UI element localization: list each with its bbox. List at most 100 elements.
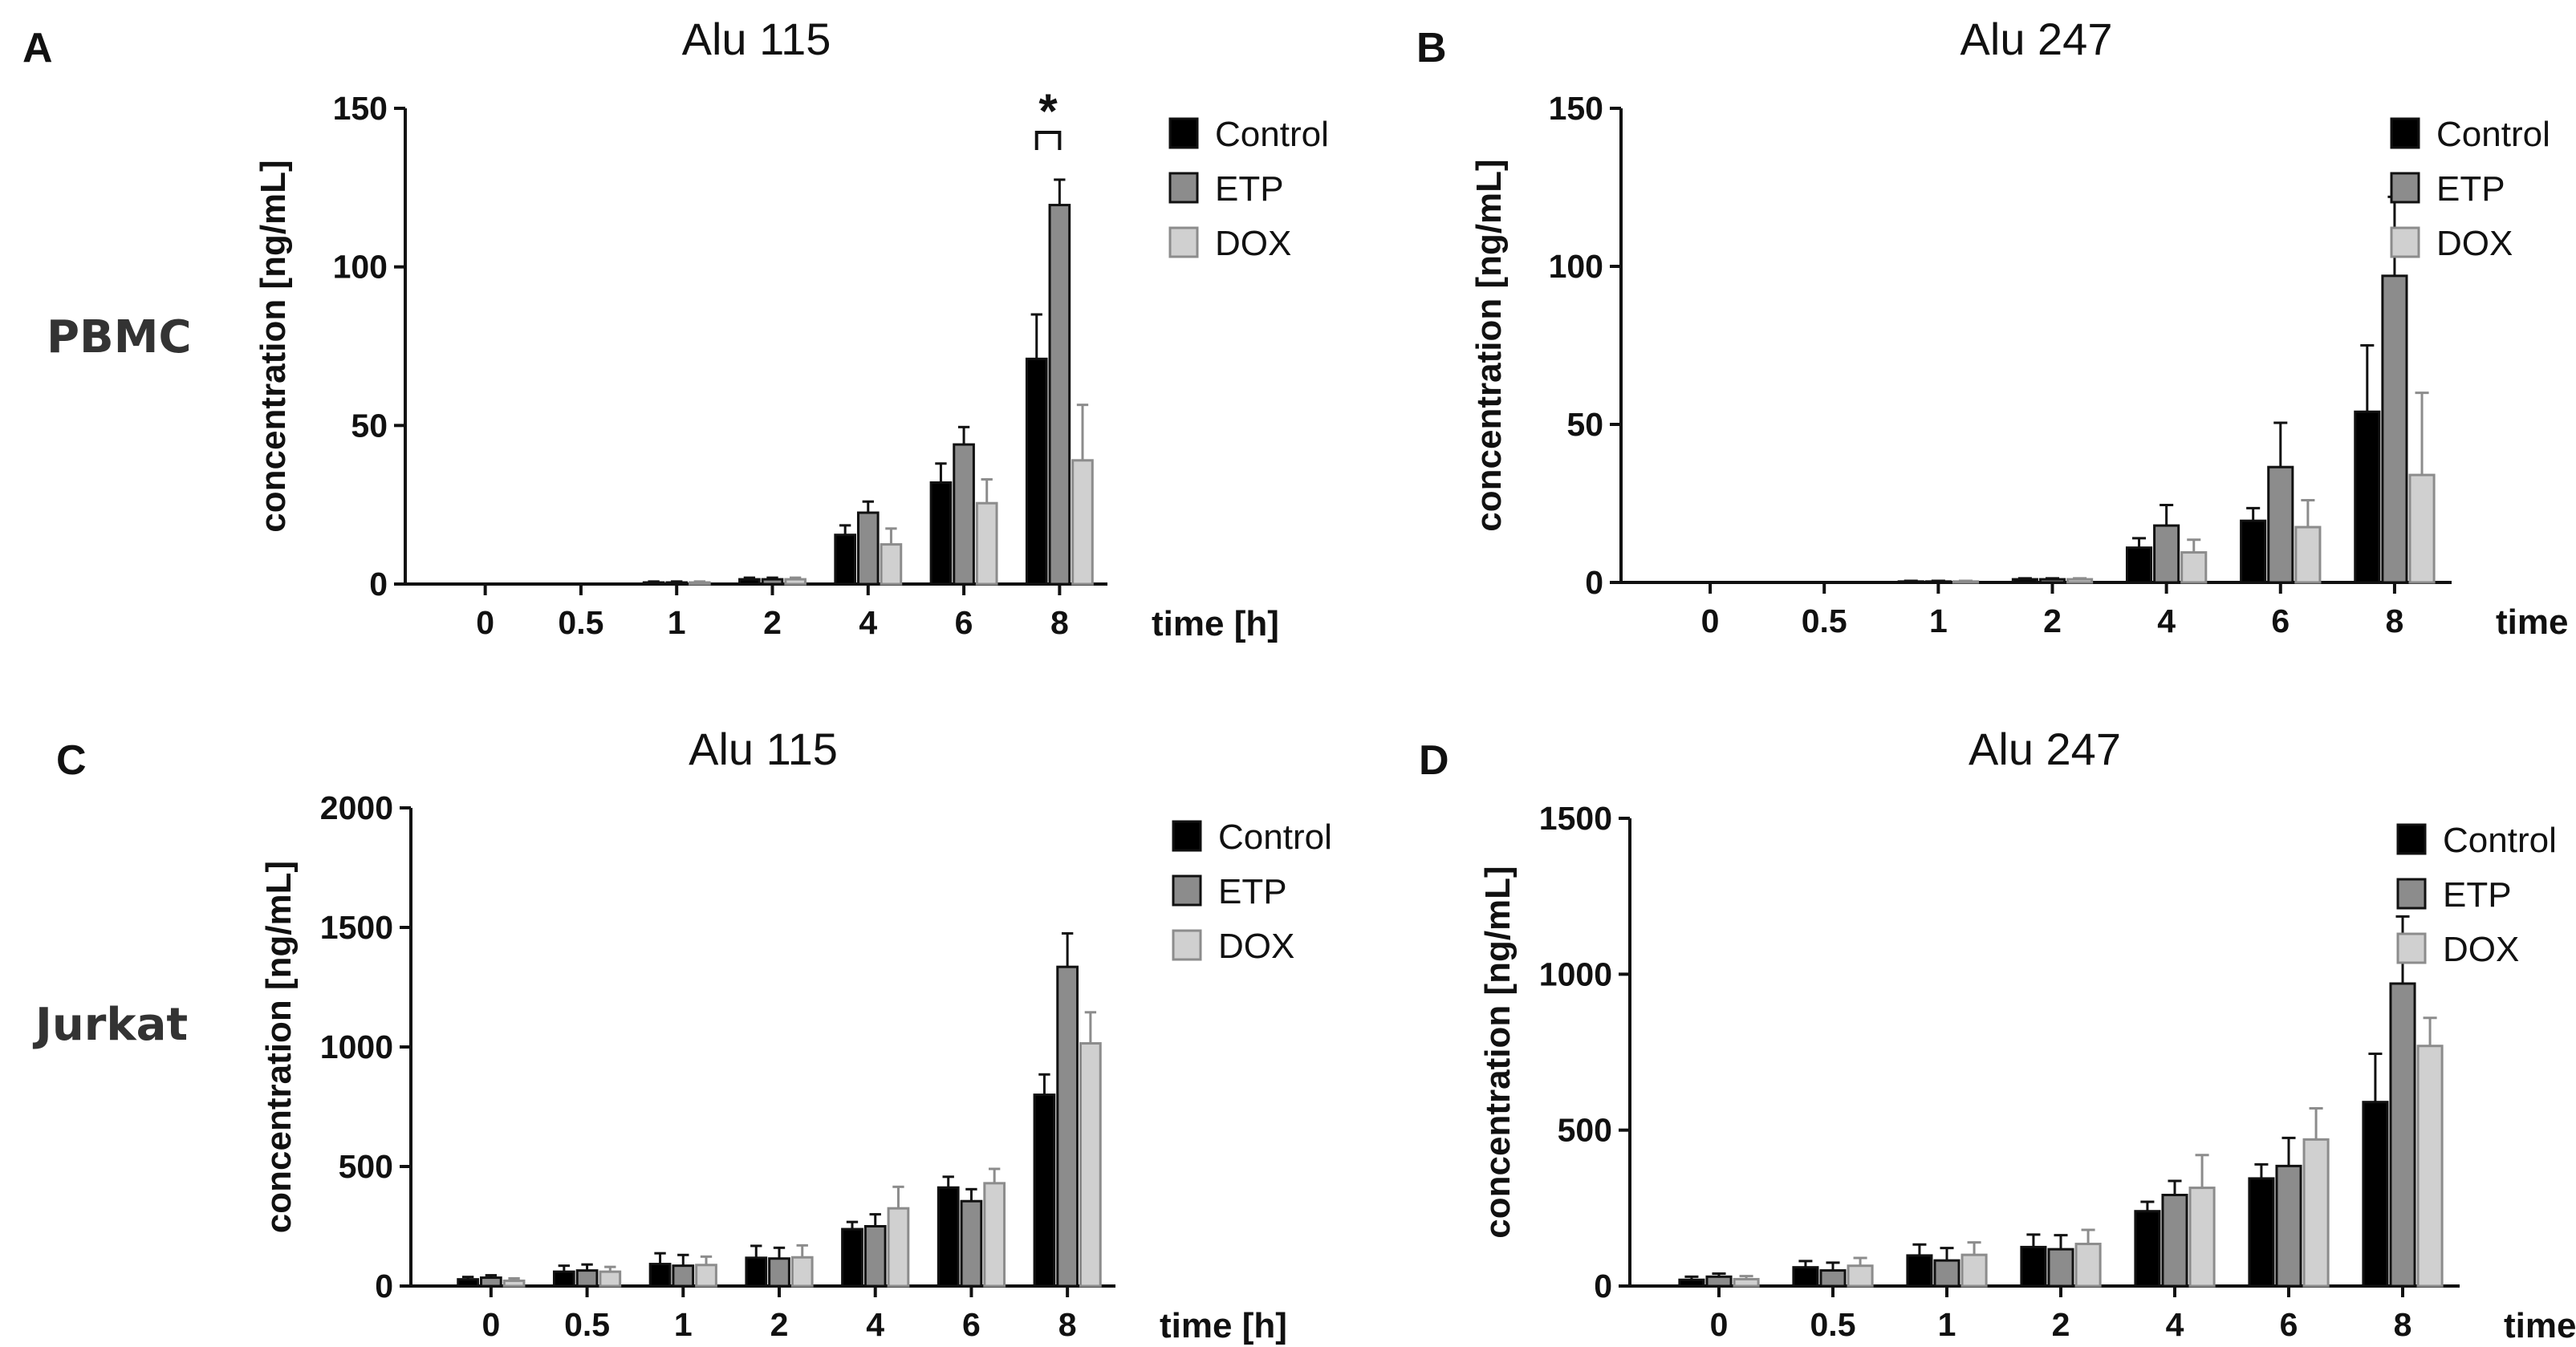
x-tick-label: 1 [674, 1306, 693, 1343]
legend-label-control: Control [1215, 115, 1329, 154]
legend-label-control: Control [2436, 115, 2550, 154]
legend-swatch-control [1168, 117, 1199, 149]
y-tick-label: 500 [339, 1148, 393, 1185]
x-axis-label: time [h] [2496, 602, 2576, 642]
y-tick-label: 100 [333, 249, 388, 286]
legend-swatch-control [1172, 820, 1202, 852]
legend-swatch-etp [2390, 172, 2420, 204]
bar-etp-8 [1056, 965, 1079, 1288]
bar-dox-6 [2302, 1138, 2330, 1288]
x-tick-label: 4 [2166, 1306, 2184, 1343]
bar-etp-8 [2389, 982, 2416, 1288]
bar-dox-0-5 [599, 1270, 622, 1288]
bar-dox-0 [502, 1279, 526, 1288]
x-axis-label: time [h] [2504, 1306, 2576, 1345]
row-label-pbmc: PBMC [47, 311, 192, 363]
bar-dox-4 [2180, 551, 2208, 584]
bar-control-2 [738, 578, 761, 586]
bar-dox-1 [695, 1264, 717, 1288]
x-tick-label: 4 [859, 604, 877, 641]
x-tick-label: 1 [1929, 602, 1948, 639]
legend-label-control: Control [2443, 821, 2557, 860]
x-axis-label: time [h] [1160, 1306, 1287, 1345]
legend-swatch-dox [1172, 929, 1202, 961]
x-tick-label: 2 [2052, 1306, 2070, 1343]
panel-letter-b: B [1416, 25, 1447, 71]
panel-letter-a: A [22, 25, 53, 71]
x-tick-label: 1 [668, 604, 686, 641]
bar-control-6 [929, 481, 953, 586]
bar-control-4 [2125, 546, 2153, 584]
legend-swatch-control [2390, 117, 2420, 149]
bar-etp-4 [856, 511, 880, 586]
y-tick-label: 2000 [320, 789, 393, 826]
bar-control-2 [745, 1256, 768, 1288]
y-tick-label: 50 [351, 407, 388, 444]
chart-title: Alu 115 [682, 14, 831, 64]
bar-control-8 [1025, 357, 1048, 586]
legend-swatch-dox [2390, 226, 2420, 258]
x-tick-label: 8 [1058, 1306, 1077, 1343]
chart-title: Alu 115 [689, 724, 838, 774]
y-tick-label: 100 [1549, 248, 1603, 285]
bar-etp-2 [761, 578, 784, 586]
bar-etp-6 [953, 443, 975, 586]
legend-swatch-control [2396, 823, 2427, 855]
legend-label-etp: ETP [1215, 169, 1284, 209]
legend-swatch-etp [2396, 878, 2427, 910]
bar-control-0 [457, 1278, 479, 1288]
y-tick-label: 50 [1566, 406, 1603, 443]
bar-etp-1 [672, 1264, 695, 1288]
bar-etp-4 [2153, 524, 2180, 584]
bar-etp-4 [2161, 1194, 2188, 1288]
x-tick-label: 2 [763, 604, 782, 641]
y-axis-label: concentration [ng/mL] [254, 160, 293, 532]
bar-etp-2 [768, 1257, 790, 1288]
x-tick-label: 8 [2386, 602, 2404, 639]
y-tick-label: 1000 [320, 1029, 393, 1065]
x-tick-label: 2 [2043, 602, 2062, 639]
x-tick-label: 2 [770, 1306, 789, 1343]
bar-control-6 [2240, 519, 2267, 584]
y-tick-label: 150 [333, 90, 388, 127]
x-tick-label: 0.5 [564, 1306, 610, 1343]
bar-dox-2 [2074, 1243, 2102, 1288]
legend-label-dox: DOX [1215, 224, 1291, 263]
bar-control-6 [937, 1186, 960, 1288]
bar-etp-2 [2038, 578, 2066, 584]
legend-label-dox: DOX [2436, 224, 2513, 263]
bar-control-4 [841, 1227, 863, 1288]
chart-title: Alu 247 [1969, 724, 2121, 774]
y-tick-label: 500 [1558, 1112, 1612, 1149]
bar-dox-0-5 [1847, 1264, 1874, 1288]
x-tick-label: 6 [2271, 602, 2290, 639]
x-tick-label: 8 [2394, 1306, 2412, 1343]
bar-control-1 [1906, 1254, 1933, 1288]
bar-control-8 [2354, 410, 2381, 584]
bar-etp-0 [479, 1276, 502, 1288]
y-axis-label: concentration [ng/mL] [1469, 159, 1509, 531]
bar-dox-4 [887, 1207, 910, 1288]
bar-dox-1 [1960, 1253, 1988, 1288]
bar-etp-8 [1048, 204, 1071, 586]
bar-control-2 [2020, 1245, 2047, 1288]
chart-svg: Alu 115 0 50 100 150 concentration [ng/mL] 0 0.… [254, 14, 1329, 643]
y-tick-label: 1000 [1539, 955, 1612, 992]
bar-dox-8 [1079, 1042, 1102, 1288]
bar-etp-6 [2267, 465, 2294, 584]
bar-control-8 [1033, 1093, 1056, 1288]
bar-dox-6 [983, 1182, 1006, 1288]
bar-control-0-5 [1792, 1266, 1819, 1288]
y-tick-label: 0 [1594, 1268, 1612, 1304]
bar-dox-2 [2066, 578, 2094, 584]
x-tick-label: 4 [2157, 602, 2176, 639]
x-tick-label: 0.5 [1802, 602, 1847, 639]
y-tick-label: 1500 [1539, 800, 1612, 837]
y-tick-label: 0 [369, 566, 388, 602]
x-tick-label: 0.5 [1810, 1306, 1856, 1343]
bar-etp-0-5 [575, 1269, 599, 1288]
legend-label-control: Control [1218, 818, 1332, 857]
x-tick-label: 6 [962, 1306, 981, 1343]
chart-panel-a: Alu 115 0 50 100 150 concentration [ng/mL] 0 0.… [0, 0, 1329, 696]
x-tick-label: 6 [2280, 1306, 2298, 1343]
